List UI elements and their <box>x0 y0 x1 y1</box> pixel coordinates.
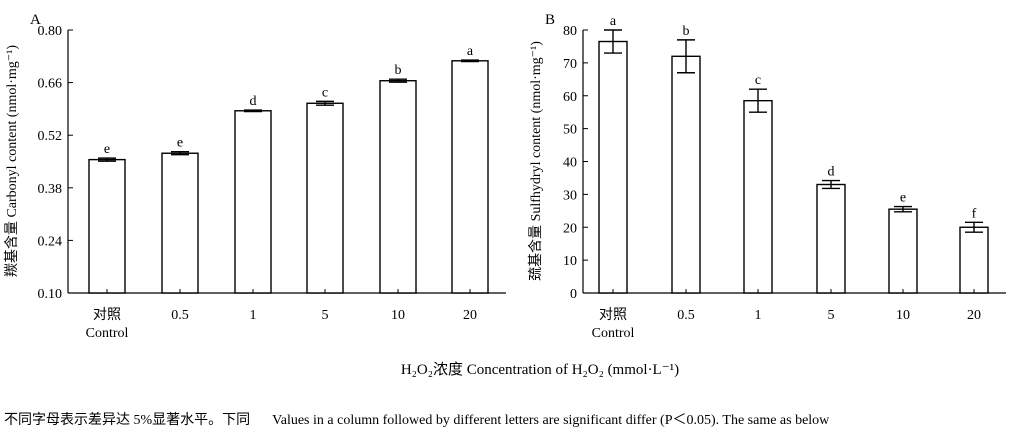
panel-label: B <box>545 12 555 28</box>
x-tick-label: 20 <box>967 308 981 323</box>
figure-caption: 不同字母表示差异达 5%显著水平。下同 Values in a column fo… <box>4 412 1016 430</box>
bar <box>88 158 126 294</box>
y-tick-label: 0.66 <box>38 77 63 92</box>
x-tick-label: Control <box>592 326 635 341</box>
significance-letter: e <box>900 191 906 206</box>
y-tick-label: 40 <box>563 156 577 171</box>
x-tick-label: 1 <box>755 308 762 323</box>
significance-letter: b <box>395 63 402 78</box>
x-tick-label: 对照 <box>93 307 121 323</box>
y-axis-title: 巯基含量 Sulfhydryl content (nmol·mg⁻¹) <box>527 41 544 281</box>
x-tick-label: 5 <box>322 308 329 323</box>
significance-letter: d <box>250 94 257 109</box>
bar <box>598 40 628 294</box>
y-tick-label: 30 <box>563 188 577 203</box>
significance-letter: e <box>104 142 110 157</box>
significance-letter: a <box>467 44 474 59</box>
significance-letter: c <box>755 73 761 88</box>
x-tick-label: 5 <box>828 308 835 323</box>
bar <box>816 183 846 294</box>
y-tick-label: 10 <box>563 254 577 269</box>
bar <box>234 110 272 294</box>
bar <box>379 80 417 294</box>
bar <box>671 55 701 294</box>
y-tick-label: 0.80 <box>38 24 63 39</box>
y-tick-label: 80 <box>563 24 577 39</box>
significance-letter: a <box>610 14 617 29</box>
caption-english: Values in a column followed by different… <box>272 413 830 428</box>
panel-a-carbonyl-chart: A 0.10 0.24 0.38 0.52 0.66 0.80 羰基含量 Carbonyl c… <box>3 12 506 341</box>
x-tick-label: 1 <box>250 308 257 323</box>
significance-letter: e <box>177 136 183 151</box>
panel-b-sulfhydryl-chart: B 0 10 20 30 40 50 60 70 80 巯基含量 Sulfhydryl conten… <box>527 12 1006 341</box>
caption-chinese: 不同字母表示差异达 5%显著水平。下同 <box>4 413 251 428</box>
y-tick-label: 0.24 <box>38 234 63 249</box>
x-tick-label: Control <box>86 326 129 341</box>
y-tick-label: 0.52 <box>38 129 63 144</box>
y-axis-title: 羰基含量 Carbonyl content (nmol·mg⁻¹) <box>3 45 20 277</box>
x-axis-title: H₂O₂浓度 Concentration of H₂O₂ (mmol·L⁻¹) <box>401 361 679 378</box>
y-tick-label: 0.10 <box>38 287 63 302</box>
bar <box>743 99 773 294</box>
bar <box>451 60 489 294</box>
bar <box>306 102 344 294</box>
x-tick-label: 0.5 <box>677 308 695 323</box>
y-tick-label: 0.38 <box>38 182 63 197</box>
bar <box>161 152 199 294</box>
y-tick-label: 60 <box>563 90 577 105</box>
y-tick-label: 20 <box>563 221 577 236</box>
bar <box>959 226 989 294</box>
panel-label: A <box>30 12 41 28</box>
y-tick-label: 0 <box>570 287 577 302</box>
x-tick-label: 20 <box>463 308 477 323</box>
x-tick-label: 对照 <box>599 307 627 323</box>
x-tick-label: 10 <box>391 308 405 323</box>
significance-letter: b <box>683 24 690 39</box>
y-tick-label: 50 <box>563 123 577 138</box>
significance-letter: d <box>828 165 835 180</box>
x-tick-label: 10 <box>896 308 910 323</box>
y-tick-label: 70 <box>563 57 577 72</box>
bar <box>888 208 918 294</box>
significance-letter: c <box>322 85 328 100</box>
x-tick-label: 0.5 <box>171 308 189 323</box>
significance-letter: f <box>972 206 977 221</box>
